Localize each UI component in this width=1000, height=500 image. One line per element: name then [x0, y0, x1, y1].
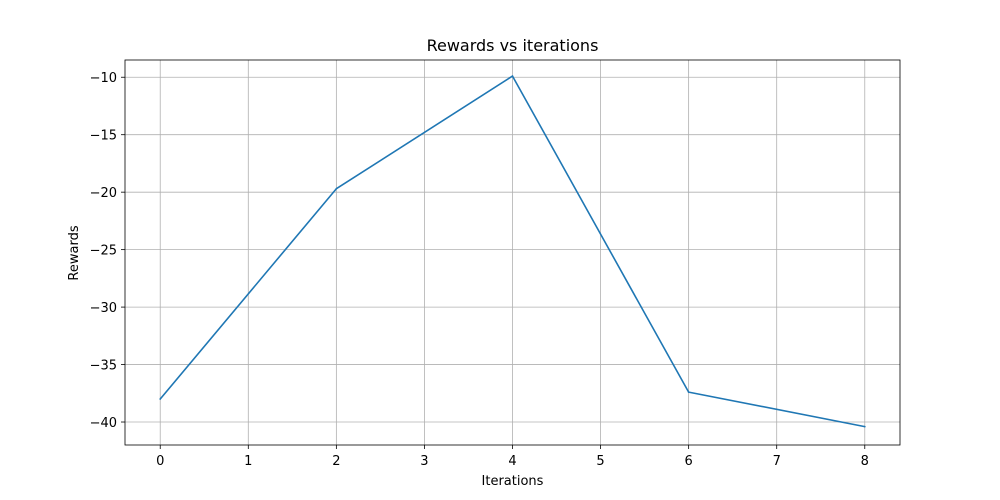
x-tick-label: 8	[861, 454, 869, 469]
y-tick-label: −10	[90, 71, 117, 86]
y-tick-label: −15	[90, 129, 117, 144]
data-point	[335, 187, 338, 190]
x-tick-label: 2	[332, 454, 340, 469]
x-tick-label: 7	[773, 454, 781, 469]
data-point	[511, 75, 514, 77]
x-tick-label: 6	[684, 454, 692, 469]
data-point	[863, 425, 866, 428]
x-tick-label: 4	[508, 454, 516, 469]
y-tick-label: −20	[90, 186, 117, 201]
x-axis-title: Iterations	[482, 474, 544, 489]
data-point	[159, 398, 162, 400]
tick-layer: 0 1 2 3 4 5 6 7 8 −10 −15 −20 −25 −30 −35 −40	[90, 71, 869, 469]
x-tick-label: 1	[244, 454, 252, 469]
chart-title: Rewards vs iterations	[427, 36, 599, 55]
series-layer	[159, 75, 866, 428]
y-tick-label: −25	[90, 244, 117, 259]
x-tick-label: 5	[596, 454, 604, 469]
y-tick-label: −40	[90, 416, 117, 431]
y-tick-label: −35	[90, 359, 117, 374]
x-tick-label: 3	[420, 454, 428, 469]
x-tick-label: 0	[156, 454, 164, 469]
data-point	[687, 391, 690, 393]
grid-layer	[125, 60, 900, 445]
y-axis-title: Rewards	[67, 225, 82, 280]
y-tick-label: −30	[90, 301, 117, 316]
